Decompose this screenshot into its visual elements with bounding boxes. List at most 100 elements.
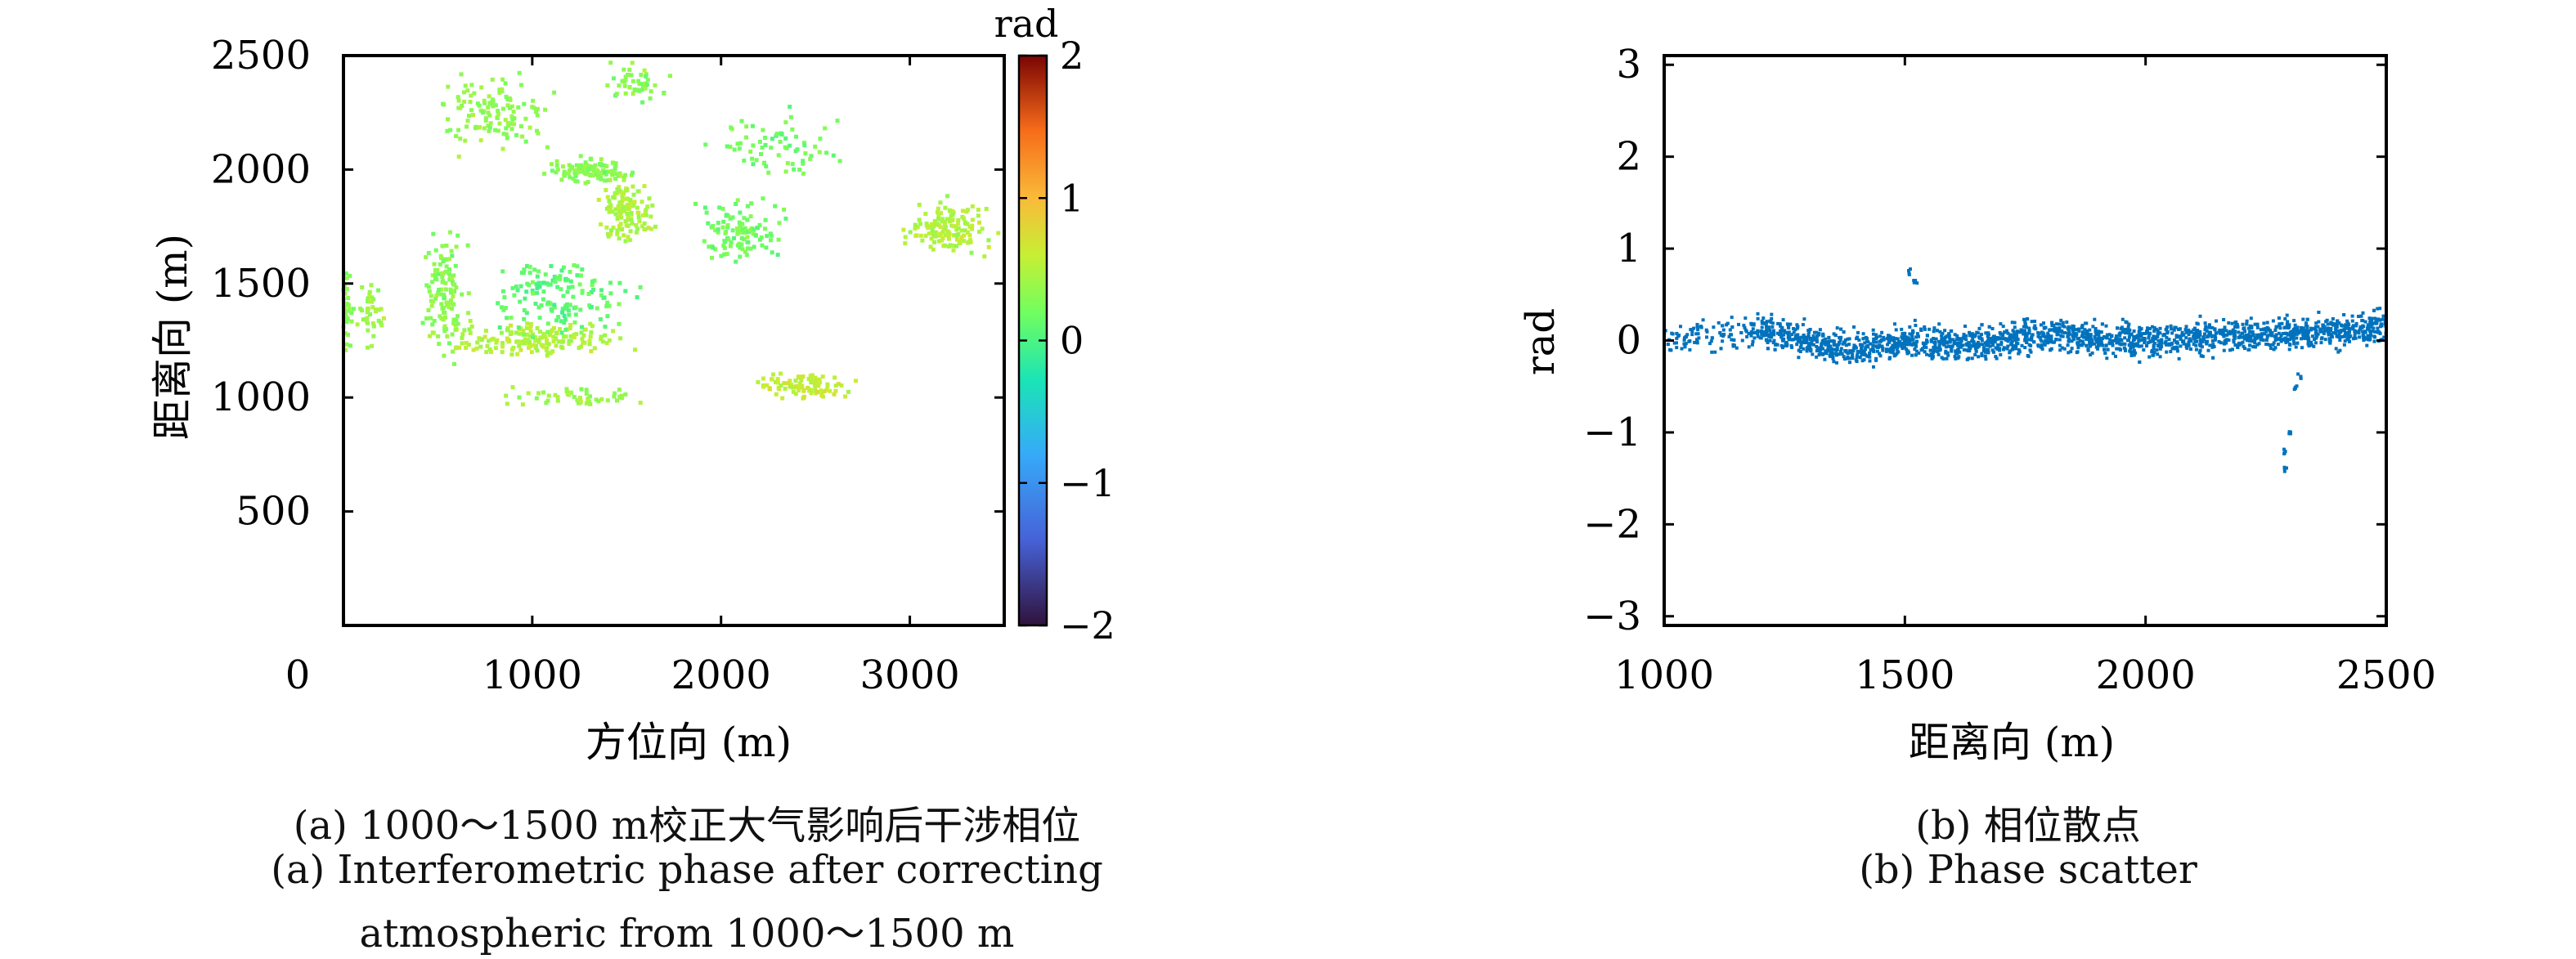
scatter-point	[2119, 343, 2123, 347]
phase-point	[933, 234, 938, 239]
phase-point	[458, 137, 463, 141]
phase-point	[445, 334, 450, 338]
scatter-point	[2201, 339, 2204, 343]
scatter-point	[2165, 327, 2169, 331]
scatter-point	[1861, 352, 1865, 356]
scatter-point	[2242, 337, 2246, 341]
phase-point	[365, 319, 369, 324]
phase-point	[722, 252, 727, 257]
scatter-point	[2368, 336, 2372, 340]
phase-point	[936, 239, 941, 244]
scatter-point	[1907, 271, 1911, 275]
scatter-point	[2326, 327, 2330, 330]
phase-point	[497, 87, 502, 92]
phase-point	[515, 339, 520, 344]
phase-point	[550, 278, 555, 283]
scatter-point	[2072, 332, 2076, 336]
phase-point	[763, 226, 767, 231]
phase-point	[500, 344, 505, 349]
phase-point	[738, 245, 743, 250]
phase-point	[913, 222, 918, 227]
scatter-point	[2223, 325, 2227, 329]
scatter-point	[2225, 333, 2229, 337]
phase-point	[586, 397, 590, 401]
scatter-point	[1986, 351, 1990, 355]
phase-point	[668, 74, 672, 78]
scatter-point	[2011, 347, 2015, 351]
scatter-point	[2354, 324, 2358, 328]
scatter-point	[2098, 341, 2102, 344]
scatter-point	[2142, 348, 2146, 352]
scatter-point	[2086, 347, 2090, 352]
phase-point	[464, 345, 469, 350]
scatter-point	[2300, 346, 2304, 350]
scatter-point	[2114, 338, 2118, 342]
phase-point	[592, 278, 597, 283]
scatter-point	[2373, 329, 2377, 334]
phase-point	[945, 217, 949, 222]
phase-point	[436, 271, 441, 276]
scatter-point	[2269, 347, 2273, 350]
scatter-point	[2297, 329, 2301, 333]
scatter-point	[1735, 346, 1739, 350]
scatter-point	[2107, 333, 2112, 337]
scatter-point	[1806, 335, 1811, 339]
scatter-point	[2344, 323, 2348, 327]
scatter-point	[2158, 355, 2162, 359]
scatter-point	[2152, 337, 2156, 341]
scatter-point	[1672, 341, 1676, 345]
scatter-point	[2305, 317, 2309, 321]
scatter-point	[1902, 345, 1906, 349]
phase-point	[628, 204, 633, 208]
phase-point	[590, 283, 595, 288]
scatter-point	[1856, 353, 1860, 357]
scatter-point	[2378, 307, 2382, 311]
phase-point	[529, 350, 534, 355]
phase-point	[460, 335, 464, 340]
scatter-point	[2317, 320, 2321, 324]
phase-point	[531, 280, 535, 285]
scatter-point	[1730, 325, 1735, 329]
scatter-point	[2363, 335, 2367, 339]
scatter-point	[1859, 343, 1863, 347]
scatter-point	[2288, 343, 2292, 347]
phase-point	[496, 112, 500, 116]
phase-point	[954, 244, 958, 249]
scatter-point	[2017, 348, 2021, 352]
scatter-point	[2101, 343, 2105, 347]
phase-point	[764, 164, 769, 168]
scatter-point	[1915, 339, 1919, 343]
scatter-point	[2080, 325, 2085, 329]
scatter-point	[2024, 325, 2028, 329]
phase-point	[903, 235, 908, 240]
phase-point	[770, 377, 774, 382]
phase-point	[779, 371, 783, 376]
scatter-point	[2233, 343, 2237, 347]
scatter-point	[1923, 325, 1927, 329]
scatter-point	[2054, 322, 2058, 326]
phase-point	[616, 204, 621, 209]
scatter-point	[1914, 353, 1918, 357]
scatter-point	[1996, 343, 2000, 347]
phase-point	[726, 237, 731, 242]
scatter-point	[2282, 467, 2287, 470]
scatter-point	[2059, 318, 2063, 322]
scatter-point	[2046, 336, 2050, 340]
phase-point	[745, 217, 750, 222]
scatter-point	[2008, 337, 2013, 341]
scatter-point	[2221, 330, 2225, 334]
scatter-point	[2210, 334, 2214, 338]
phase-point	[512, 122, 517, 127]
scatter-point	[1940, 334, 1944, 338]
phase-point	[854, 379, 858, 383]
scatter-point	[1763, 331, 1766, 335]
scatter-point	[2046, 339, 2050, 343]
scatter-point	[2173, 325, 2177, 329]
phase-point	[571, 294, 576, 299]
phase-point	[601, 295, 606, 300]
phase-point	[370, 321, 375, 326]
phase-point	[760, 146, 765, 150]
scatter-point	[1874, 358, 1878, 362]
scatter-point	[2165, 330, 2170, 334]
phase-point	[986, 238, 991, 243]
